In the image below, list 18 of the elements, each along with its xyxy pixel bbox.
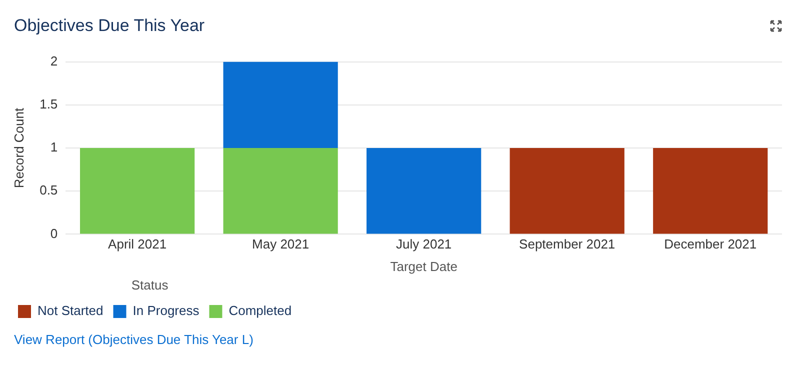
legend-label: In Progress <box>132 303 200 318</box>
y-tick-label: 0 <box>50 226 58 241</box>
x-tick-label: May 2021 <box>252 236 310 252</box>
y-tick-label: 1.5 <box>40 96 58 112</box>
y-tick-label: 1 <box>50 140 58 155</box>
x-tick-label: April 2021 <box>108 236 167 252</box>
x-axis-title: Target Date <box>390 259 458 274</box>
x-tick-label: December 2021 <box>664 236 757 252</box>
text: View Report (Objectives Due This Year L) <box>13 331 254 349</box>
y-tick-label: 0.5 <box>40 182 58 198</box>
legend-title: Status <box>131 277 169 292</box>
x-tick-label: July 2021 <box>396 236 452 252</box>
y-tick-label: 2 <box>50 53 58 68</box>
chart-title: Objectives Due This Year <box>13 15 206 37</box>
y-axis-title: Record Count <box>11 108 26 188</box>
x-tick-label: September 2021 <box>519 236 616 252</box>
legend-label: Not Started <box>38 303 104 318</box>
legend-label: Completed <box>228 303 292 318</box>
